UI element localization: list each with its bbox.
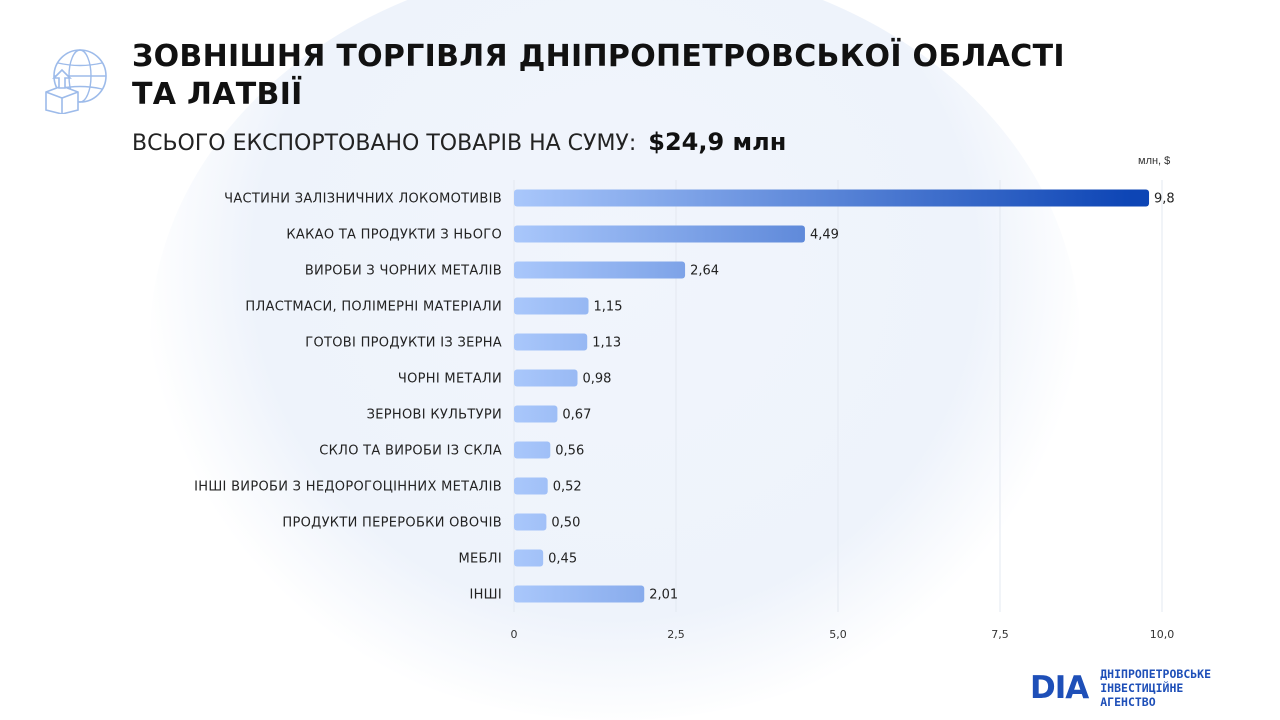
bar: [514, 225, 805, 243]
x-tick-label: 7,5: [991, 628, 1009, 641]
bar: [514, 513, 547, 531]
x-tick-label: 0: [511, 628, 518, 641]
export-total-value: $24,9 млн: [648, 128, 787, 156]
value-label: 0,67: [562, 408, 591, 423]
page-title: ЗОВНІШНЯ ТОРГІВЛЯ ДНІПРОПЕТРОВСЬКОЇ ОБЛА…: [132, 39, 1065, 112]
bar: [514, 405, 558, 423]
bar: [514, 477, 548, 495]
value-label: 1,15: [594, 300, 623, 315]
category-label: ГОТОВІ ПРОДУКТИ ІЗ ЗЕРНА: [305, 336, 502, 351]
value-label: 4,49: [810, 228, 839, 243]
bar: [514, 189, 1150, 207]
bar: [514, 441, 551, 459]
category-label: ІНШІ ВИРОБИ З НЕДОРОГОЦІННИХ МЕТАЛІВ: [194, 480, 502, 495]
bar: [514, 585, 645, 603]
value-label: 2,01: [649, 588, 678, 603]
bar: [514, 297, 589, 315]
dia-logo-line1: ДНІПРОПЕТРОВСЬКЕ: [1100, 667, 1212, 681]
value-label: 0,50: [551, 516, 580, 531]
dia-logo-mark: DIA: [1030, 670, 1089, 706]
value-label: 0,52: [553, 480, 582, 495]
category-label: ПЛАСТМАСИ, ПОЛІМЕРНІ МАТЕРІАЛИ: [245, 300, 502, 315]
category-label: ІНШІ: [469, 588, 502, 603]
value-label: 2,64: [690, 264, 719, 279]
bar: [514, 369, 578, 387]
category-label: СКЛО ТА ВИРОБИ ІЗ СКЛА: [319, 444, 502, 459]
value-label: 1,13: [592, 336, 621, 351]
category-label: МЕБЛІ: [459, 552, 502, 567]
export-total-line: ВСЬОГО ЕКСПОРТОВАНО ТОВАРІВ НА СУМУ: $24,…: [132, 128, 786, 156]
x-tick-label: 2,5: [667, 628, 685, 641]
x-tick-label: 5,0: [829, 628, 847, 641]
subtitle: ВСЬОГО ЕКСПОРТОВАНО ТОВАРІВ НА СУМУ:: [132, 131, 637, 156]
category-label: ЧОРНІ МЕТАЛИ: [398, 372, 502, 387]
bar: [514, 333, 588, 351]
category-label: ЗЕРНОВІ КУЛЬТУРИ: [367, 408, 502, 423]
value-label: 9,8: [1154, 192, 1175, 207]
category-label: КАКАО ТА ПРОДУКТИ З НЬОГО: [286, 228, 502, 243]
dia-logo-text: ДНІПРОПЕТРОВСЬКЕ ІНВЕСТИЦІЙНЕ АГЕНСТВО: [1100, 667, 1230, 709]
category-label: ВИРОБИ З ЧОРНИХ МЕТАЛІВ: [305, 264, 502, 279]
unit-label: млн, $: [1138, 155, 1171, 167]
category-label: ЧАСТИНИ ЗАЛІЗНИЧНИХ ЛОКОМОТИВІВ: [224, 192, 502, 207]
dia-logo: DIA ДНІПРОПЕТРОВСЬКЕ ІНВЕСТИЦІЙНЕ АГЕНСТ…: [1030, 667, 1230, 709]
bar: [514, 549, 544, 567]
dia-logo-line2: ІНВЕСТИЦІЙНЕ АГЕНСТВО: [1100, 681, 1184, 709]
bar: [514, 261, 686, 279]
category-label: ПРОДУКТИ ПЕРЕРОБКИ ОВОЧІВ: [282, 516, 502, 531]
globe-export-icon: [45, 49, 107, 114]
value-label: 0,56: [555, 444, 584, 459]
value-label: 0,45: [548, 552, 577, 567]
x-tick-label: 10,0: [1150, 628, 1175, 641]
value-label: 0,98: [583, 372, 612, 387]
